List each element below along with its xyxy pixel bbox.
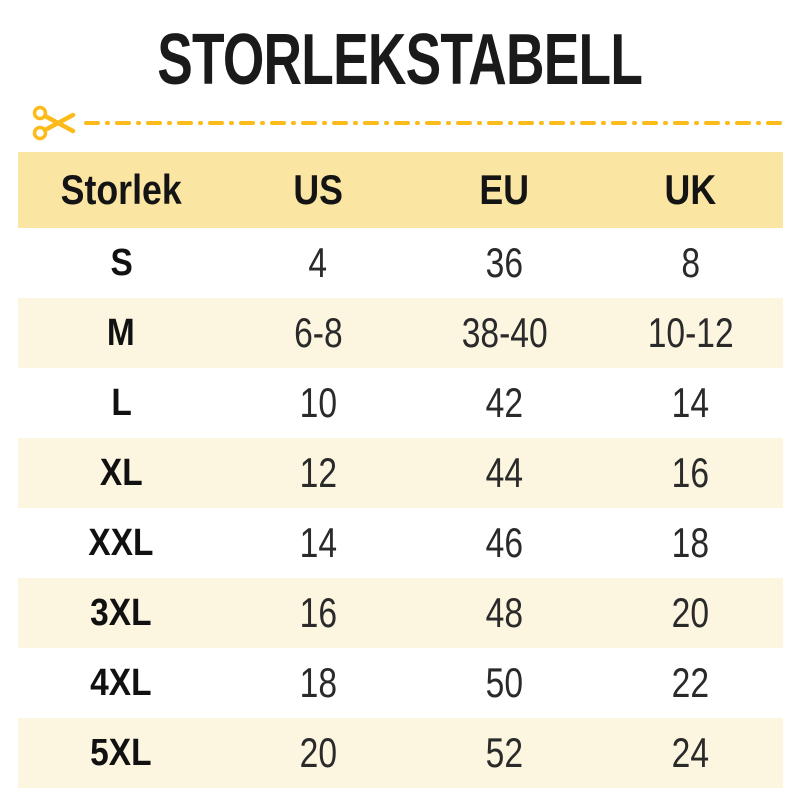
uk-cell: 8: [681, 239, 700, 286]
uk-cell: 14: [671, 379, 710, 426]
table-row: 3XL 16 48 20: [18, 578, 783, 648]
us-cell: 10: [299, 379, 337, 426]
us-cell: 12: [299, 449, 337, 496]
uk-cell: 16: [671, 449, 710, 496]
uk-cell: 20: [671, 589, 710, 636]
us-cell: 20: [299, 729, 337, 776]
scissors-icon: [32, 105, 788, 141]
header-storlek: Storlek: [60, 166, 182, 213]
eu-cell: 42: [485, 379, 524, 426]
table-row: L 10 42 14: [18, 368, 783, 438]
eu-cell: 50: [485, 659, 524, 706]
eu-cell: 44: [485, 449, 524, 496]
table-row: 4XL 18 50 22: [18, 648, 783, 718]
uk-cell: 18: [671, 519, 710, 566]
size-cell: 3XL: [90, 591, 152, 634]
table-row: XXL 14 46 18: [18, 508, 783, 578]
eu-cell: 38-40: [461, 309, 548, 356]
us-cell: 16: [299, 589, 337, 636]
uk-cell: 10-12: [647, 309, 734, 356]
table-header-row: Storlek US EU UK: [18, 152, 783, 228]
size-cell: 5XL: [90, 731, 152, 774]
size-table: Storlek US EU UK S 4 36 8 M 6-8 38-40 10…: [18, 152, 783, 788]
eu-cell: 46: [485, 519, 524, 566]
size-cell: M: [107, 311, 136, 354]
page-title: STORLEKSTABELL: [0, 0, 800, 100]
header-us: US: [293, 166, 343, 213]
eu-cell: 52: [485, 729, 524, 776]
header-uk: UK: [664, 166, 717, 213]
header-eu: EU: [479, 166, 530, 213]
uk-cell: 22: [671, 659, 710, 706]
us-cell: 4: [308, 239, 328, 286]
table-row: XL 12 44 16: [18, 438, 783, 508]
table-row: 5XL 20 52 24: [18, 718, 783, 788]
size-cell: XXL: [88, 521, 154, 564]
table-row: S 4 36 8: [18, 228, 783, 298]
eu-cell: 48: [485, 589, 524, 636]
page-title-text: STORLEKSTABELL: [157, 20, 644, 100]
size-cell: XL: [99, 451, 143, 494]
table-row: M 6-8 38-40 10-12: [18, 298, 783, 368]
size-cell: S: [110, 241, 133, 284]
eu-cell: 36: [485, 239, 524, 286]
us-cell: 14: [299, 519, 337, 566]
us-cell: 18: [299, 659, 337, 706]
us-cell: 6-8: [293, 309, 343, 356]
cut-line: [0, 100, 800, 146]
uk-cell: 24: [671, 729, 710, 776]
size-cell: L: [111, 381, 132, 424]
size-cell: 4XL: [90, 661, 152, 704]
